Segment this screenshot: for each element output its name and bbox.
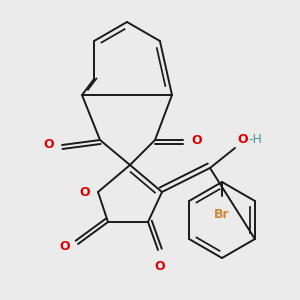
Text: O: O <box>237 133 247 146</box>
Text: -H: -H <box>248 133 262 146</box>
Text: Br: Br <box>214 208 230 221</box>
Text: O: O <box>80 185 90 199</box>
Text: O: O <box>59 239 70 253</box>
Text: O: O <box>44 139 54 152</box>
Text: O: O <box>155 260 165 273</box>
Text: O: O <box>191 134 202 146</box>
